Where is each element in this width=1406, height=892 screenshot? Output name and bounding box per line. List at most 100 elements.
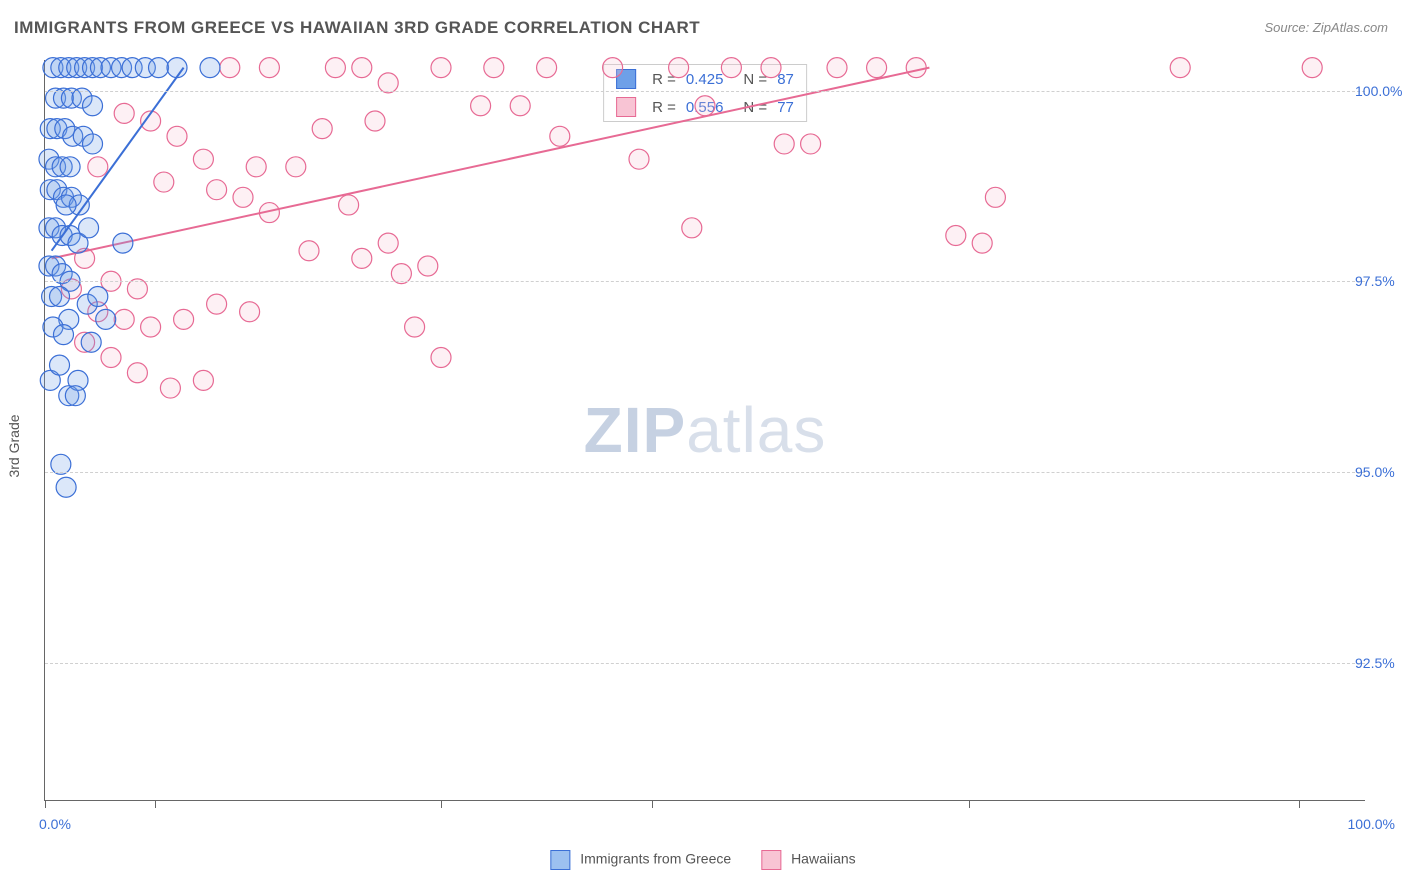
data-point bbox=[669, 58, 689, 78]
data-point bbox=[550, 126, 570, 146]
data-point bbox=[325, 58, 345, 78]
chart-title: IMMIGRANTS FROM GREECE VS HAWAIIAN 3RD G… bbox=[14, 18, 700, 38]
data-point bbox=[193, 149, 213, 169]
data-point bbox=[286, 157, 306, 177]
data-point bbox=[88, 286, 108, 306]
data-point bbox=[200, 58, 220, 78]
data-point bbox=[246, 157, 266, 177]
data-point bbox=[418, 256, 438, 276]
x-tick bbox=[441, 800, 442, 808]
data-point bbox=[405, 317, 425, 337]
data-point bbox=[50, 355, 70, 375]
data-point bbox=[801, 134, 821, 154]
data-point bbox=[352, 58, 372, 78]
legend-item-1: Immigrants from Greece bbox=[550, 850, 731, 870]
data-point bbox=[193, 370, 213, 390]
data-point bbox=[83, 134, 103, 154]
data-point bbox=[378, 233, 398, 253]
data-point bbox=[96, 309, 116, 329]
data-point bbox=[682, 218, 702, 238]
data-point bbox=[141, 317, 161, 337]
data-point bbox=[167, 126, 187, 146]
data-point bbox=[510, 96, 530, 116]
data-point bbox=[154, 172, 174, 192]
data-point bbox=[365, 111, 385, 131]
x-tick bbox=[1299, 800, 1300, 808]
plot-area: ZIPatlas R = 0.425 N = 87 R = 0.556 N = … bbox=[44, 60, 1365, 801]
data-point bbox=[774, 134, 794, 154]
x-tick bbox=[969, 800, 970, 808]
x-tick bbox=[652, 800, 653, 808]
data-point bbox=[50, 286, 70, 306]
data-point bbox=[603, 58, 623, 78]
data-point bbox=[827, 58, 847, 78]
data-point bbox=[83, 96, 103, 116]
y-tick-label: 95.0% bbox=[1355, 464, 1406, 480]
data-point bbox=[761, 58, 781, 78]
data-point bbox=[906, 58, 926, 78]
data-point bbox=[946, 225, 966, 245]
gridline bbox=[45, 91, 1365, 92]
data-point bbox=[220, 58, 240, 78]
series-legend: Immigrants from Greece Hawaiians bbox=[550, 850, 855, 870]
data-point bbox=[60, 157, 80, 177]
x-tick bbox=[155, 800, 156, 808]
y-axis-label: 3rd Grade bbox=[6, 414, 22, 477]
gridline bbox=[45, 472, 1365, 473]
data-point bbox=[312, 119, 332, 139]
legend-item-2: Hawaiians bbox=[761, 850, 855, 870]
legend-label-2: Hawaiians bbox=[791, 851, 856, 867]
data-point bbox=[339, 195, 359, 215]
y-tick-label: 92.5% bbox=[1355, 655, 1406, 671]
data-point bbox=[88, 157, 108, 177]
data-point bbox=[114, 309, 134, 329]
data-point bbox=[114, 103, 134, 123]
data-point bbox=[101, 348, 121, 368]
data-point bbox=[972, 233, 992, 253]
source-attribution: Source: ZipAtlas.com bbox=[1264, 20, 1388, 35]
data-point bbox=[167, 58, 187, 78]
data-point bbox=[207, 294, 227, 314]
data-point bbox=[233, 187, 253, 207]
data-point bbox=[65, 386, 85, 406]
data-point bbox=[867, 58, 887, 78]
y-tick-label: 97.5% bbox=[1355, 273, 1406, 289]
data-point bbox=[1302, 58, 1322, 78]
legend-label-1: Immigrants from Greece bbox=[580, 851, 731, 867]
data-point bbox=[431, 348, 451, 368]
data-point bbox=[471, 96, 491, 116]
data-point bbox=[160, 378, 180, 398]
gridline bbox=[45, 663, 1365, 664]
data-point bbox=[56, 477, 76, 497]
legend-swatch-2 bbox=[761, 850, 781, 870]
data-point bbox=[127, 363, 147, 383]
data-point bbox=[79, 218, 99, 238]
data-point bbox=[431, 58, 451, 78]
data-point bbox=[53, 325, 73, 345]
legend-swatch-1 bbox=[550, 850, 570, 870]
data-point bbox=[537, 58, 557, 78]
data-point bbox=[629, 149, 649, 169]
data-point bbox=[56, 195, 76, 215]
data-point bbox=[1170, 58, 1190, 78]
data-point bbox=[484, 58, 504, 78]
data-point bbox=[721, 58, 741, 78]
x-tick bbox=[45, 800, 46, 808]
data-point bbox=[207, 180, 227, 200]
y-tick-label: 100.0% bbox=[1355, 83, 1406, 99]
trend-line bbox=[52, 68, 930, 259]
data-point bbox=[695, 96, 715, 116]
data-point bbox=[259, 58, 279, 78]
x-axis-max-label: 100.0% bbox=[1348, 816, 1395, 832]
data-point bbox=[113, 233, 133, 253]
data-point bbox=[299, 241, 319, 261]
data-point bbox=[352, 248, 372, 268]
gridline bbox=[45, 281, 1365, 282]
data-point bbox=[149, 58, 169, 78]
data-point bbox=[174, 309, 194, 329]
data-point bbox=[985, 187, 1005, 207]
scatter-svg bbox=[45, 60, 1365, 800]
x-axis-min-label: 0.0% bbox=[39, 816, 71, 832]
data-point bbox=[81, 332, 101, 352]
data-point bbox=[240, 302, 260, 322]
